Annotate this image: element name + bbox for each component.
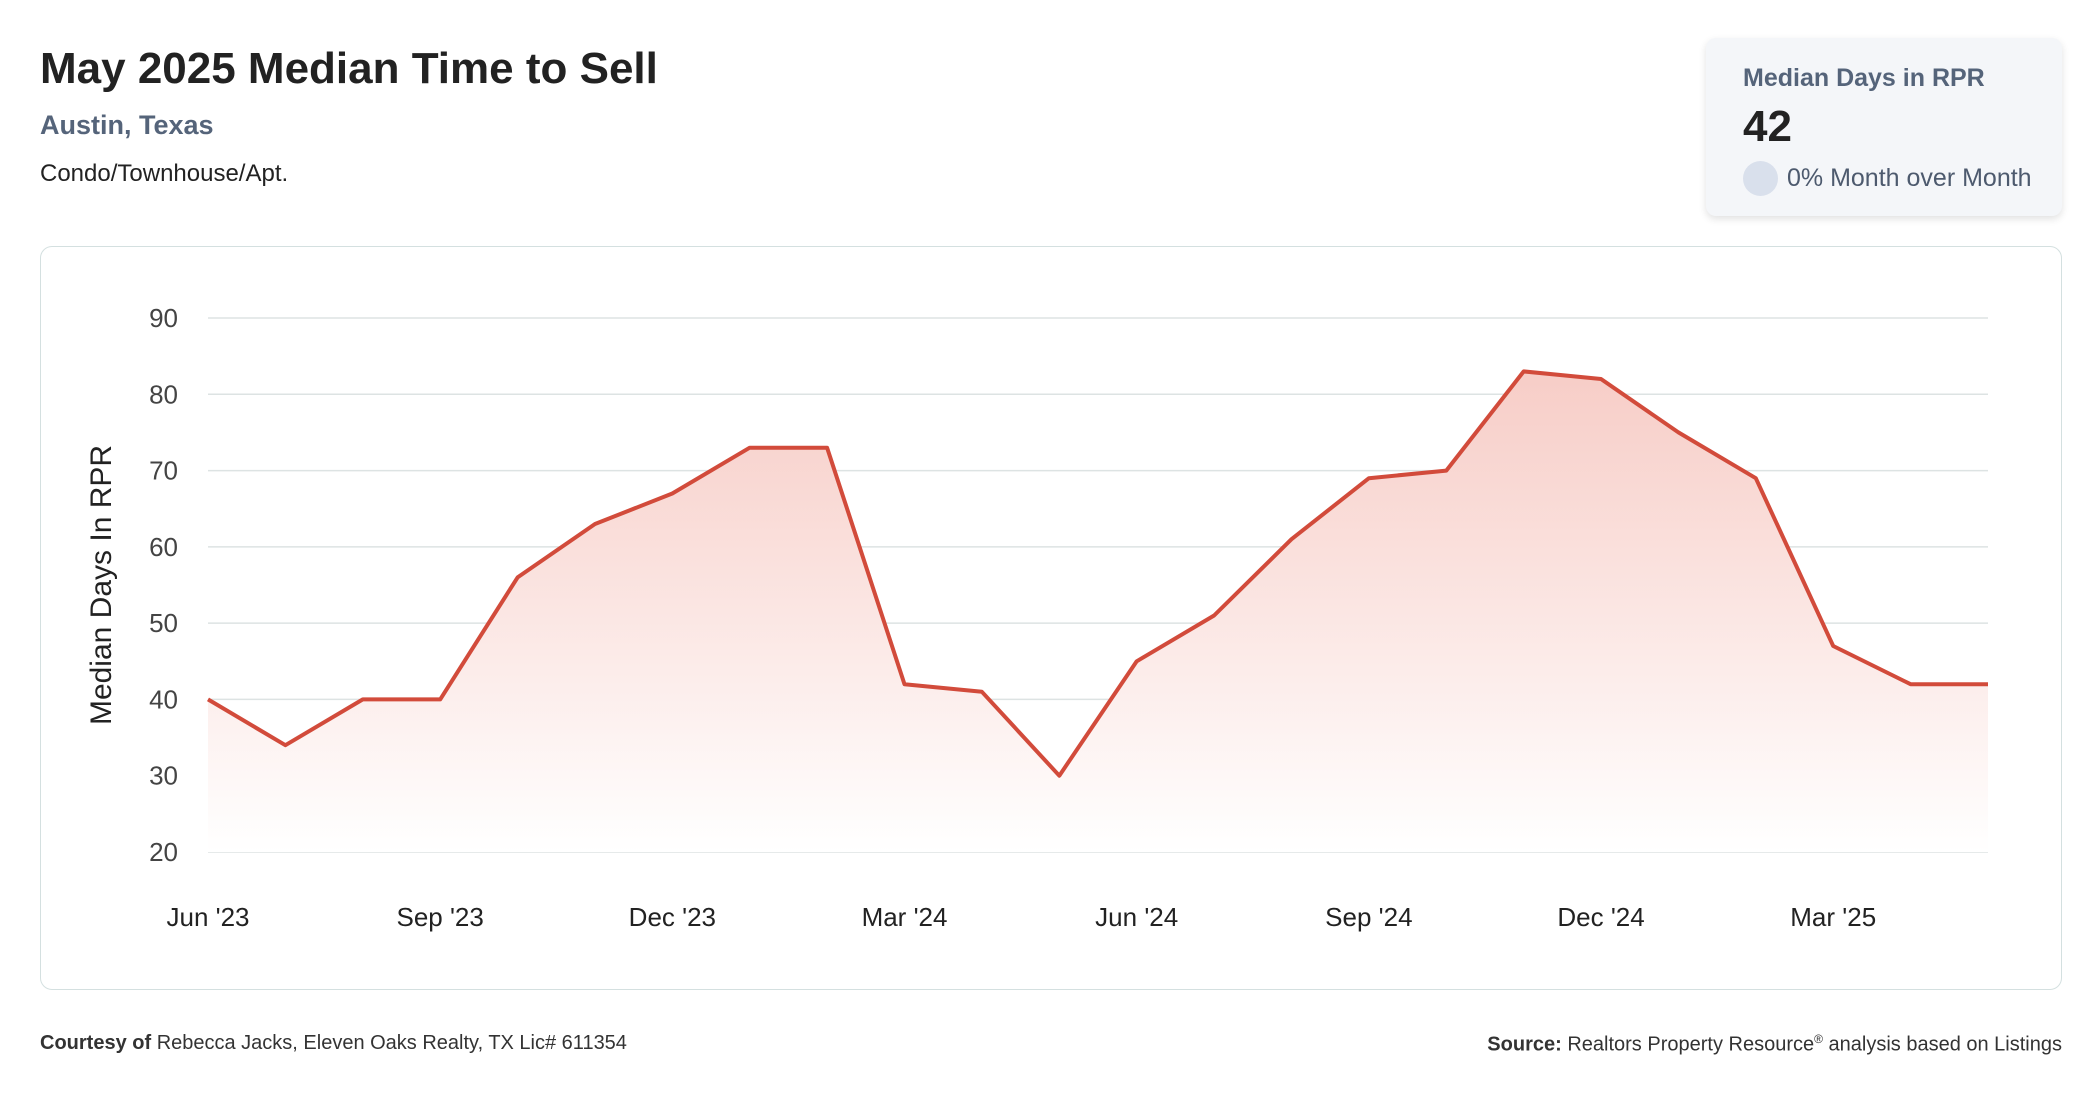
y-tick-label: 90 (149, 303, 178, 333)
data-point (205, 696, 211, 702)
series-line (206, 369, 1988, 778)
x-axis-ticks: Jun '23 Sep '23 Dec '23 Mar '24 Jun '24 Sep '… (166, 902, 1876, 932)
data-point (1675, 429, 1681, 435)
location-subtitle: Austin, Texas (40, 110, 214, 140)
series-area (208, 371, 1988, 852)
x-tick-label: Dec '23 (629, 902, 716, 932)
data-point (1598, 376, 1604, 382)
change-indicator-icon (1743, 160, 1778, 196)
data-point (669, 490, 675, 496)
data-point (437, 696, 443, 702)
y-tick-label: 50 (149, 608, 178, 638)
courtesy-footer: Courtesy of Rebecca Jacks, Eleven Oaks R… (40, 1032, 627, 1055)
stat-value: 42 (1743, 102, 1792, 151)
y-tick-label: 60 (149, 532, 178, 562)
data-point (1366, 475, 1372, 481)
stat-label: Median Days in RPR (1743, 64, 1985, 92)
source-text-2: analysis based on Listings (1828, 1033, 2062, 1056)
data-point (1056, 773, 1062, 779)
x-tick-label: Jun '24 (1095, 902, 1178, 932)
data-point (1288, 536, 1294, 542)
y-axis-ticks: 20 30 40 50 60 70 80 90 (149, 303, 178, 867)
data-point (1753, 475, 1759, 481)
data-point (1985, 681, 1991, 687)
y-tick-label: 40 (149, 684, 178, 714)
data-point (1211, 613, 1217, 619)
line-chart: 20 30 40 50 60 70 80 90 Median Days In RPR Jun … (85, 303, 1991, 932)
x-tick-label: Jun '23 (166, 902, 249, 932)
page-title: May 2025 Median Time to Sell (40, 44, 658, 93)
x-tick-label: Mar '25 (1790, 902, 1876, 932)
change-text: 0% Month over Month (1787, 163, 2032, 192)
property-type-label: Condo/Townhouse/Apt. (40, 160, 289, 187)
registered-mark: ® (1814, 1032, 1823, 1046)
courtesy-label: Courtesy of (40, 1032, 152, 1054)
source-footer: Source: Realtors Property Resource® anal… (1487, 1032, 2062, 1057)
x-tick-label: Sep '23 (396, 902, 483, 932)
data-point (1134, 658, 1140, 664)
x-tick-label: Dec '24 (1557, 902, 1644, 932)
data-point (592, 521, 598, 527)
y-axis-title: Median Days In RPR (85, 445, 118, 725)
median-days-card: Median Days in RPR 42 0% Month over Mont… (1706, 38, 2062, 216)
y-tick-label: 20 (149, 837, 178, 867)
source-label: Source: (1487, 1033, 1562, 1056)
data-point (360, 696, 366, 702)
data-point (1830, 643, 1836, 649)
data-point (747, 445, 753, 451)
data-point (824, 445, 830, 451)
y-tick-label: 80 (149, 379, 178, 409)
chart-container: 20 30 40 50 60 70 80 90 Median Days In RPR Jun … (40, 246, 2062, 990)
y-tick-label: 70 (149, 456, 178, 486)
data-point (1521, 368, 1527, 374)
data-point (902, 681, 908, 687)
x-tick-label: Mar '24 (862, 902, 948, 932)
data-point (1443, 468, 1449, 474)
courtesy-text: Rebecca Jacks, Eleven Oaks Realty, TX Li… (156, 1032, 627, 1054)
data-point (979, 689, 985, 695)
data-point (282, 742, 288, 748)
data-point (1908, 681, 1914, 687)
source-text: Realtors Property Resource (1567, 1033, 1815, 1056)
x-tick-label: Sep '24 (1325, 902, 1412, 932)
y-tick-label: 30 (149, 761, 178, 791)
stat-change: 0% Month over Month (1743, 160, 2032, 196)
data-point (515, 574, 521, 580)
